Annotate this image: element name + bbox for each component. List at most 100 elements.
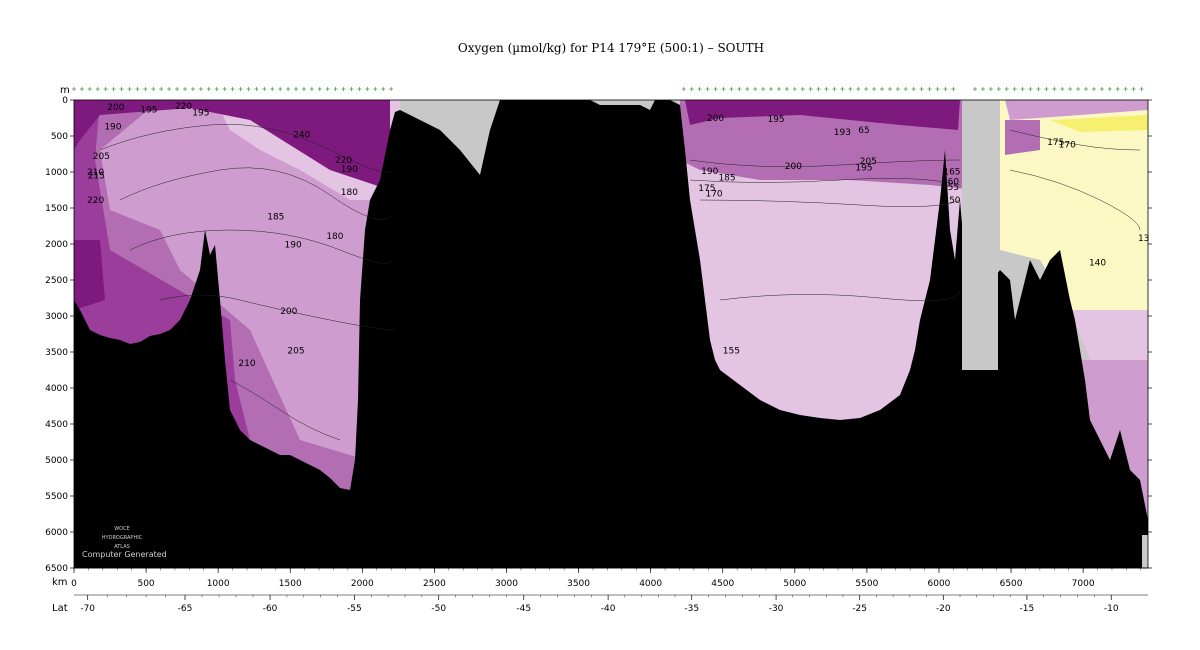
watermark-line2: HYDROGRAPHIC bbox=[102, 535, 143, 541]
y-axis-label: m bbox=[60, 85, 70, 96]
contour-label: 195 bbox=[767, 115, 784, 125]
contour-label: 200 bbox=[785, 162, 802, 172]
lat-axis-label: Lat bbox=[52, 603, 68, 614]
lat-tick-label: -55 bbox=[347, 604, 362, 614]
contour-label: 165 bbox=[943, 168, 960, 178]
lat-tick-label: -45 bbox=[516, 604, 531, 614]
band-east-middepth bbox=[1005, 120, 1040, 155]
contour-label: 220 bbox=[175, 102, 192, 112]
lat-tick-label: -25 bbox=[852, 604, 867, 614]
y-tick-label: 3500 bbox=[45, 348, 68, 358]
x-tick-label: 0 bbox=[71, 579, 77, 589]
contour-label: 170 bbox=[705, 190, 722, 200]
contour-label: 210 bbox=[238, 359, 255, 369]
contour-label: 155 bbox=[942, 183, 959, 193]
contour-label: 65 bbox=[858, 126, 869, 136]
contour-label: 200 bbox=[107, 103, 124, 113]
contour-label: 185 bbox=[267, 213, 284, 223]
y-tick-label: 4000 bbox=[45, 384, 68, 394]
chart-title: Oxygen (µmol/kg) for P14 179°E (500:1) –… bbox=[457, 41, 765, 55]
lat-tick-label: -40 bbox=[601, 604, 616, 614]
y-tick-label: 5000 bbox=[45, 456, 68, 466]
contour-label: 195 bbox=[855, 164, 872, 174]
x-tick-label: 1000 bbox=[207, 579, 230, 589]
lat-tick-label: -20 bbox=[936, 604, 951, 614]
contour-label: 160 bbox=[942, 177, 959, 187]
contour-label: 190 bbox=[285, 241, 302, 251]
contour-label: 210 bbox=[87, 168, 104, 178]
y-tick-label: 2000 bbox=[45, 240, 68, 250]
contour-label: 205 bbox=[93, 152, 110, 162]
lat-tick-label: -35 bbox=[684, 604, 699, 614]
contour-lines bbox=[99, 124, 1141, 441]
band-surface-rich bbox=[74, 100, 390, 190]
contour-label: 240 bbox=[293, 131, 310, 141]
y-tick-label: 1500 bbox=[45, 204, 68, 214]
contour-label: 193 bbox=[834, 128, 851, 138]
contour-label: 175 bbox=[1047, 138, 1064, 148]
contour-label: 170 bbox=[1059, 141, 1076, 151]
gap-east-1 bbox=[962, 100, 998, 370]
lat-tick-label: -65 bbox=[178, 604, 193, 614]
station-markers bbox=[72, 87, 1144, 91]
gap-east-2 bbox=[1142, 535, 1148, 568]
lat-tick-label: -30 bbox=[769, 604, 784, 614]
watermark-line1: WOCE bbox=[114, 526, 130, 532]
watermark-line3: ATLAS bbox=[114, 544, 130, 550]
y-tick-label: 1000 bbox=[45, 168, 68, 178]
y-tick-label: 6500 bbox=[45, 564, 68, 574]
lat-axis: -70 -65 -60 -55 -50 -45 -40 -35 -30 -25 -20 -15 -10 bbox=[74, 594, 1148, 614]
contour-label: 200 bbox=[707, 114, 724, 124]
contour-label: 180 bbox=[341, 188, 358, 198]
contour-label: 13 bbox=[1138, 234, 1149, 244]
x-tick-label: 4000 bbox=[639, 579, 662, 589]
x-axis-label: km bbox=[52, 577, 68, 588]
y-tick-label: 2500 bbox=[45, 276, 68, 286]
y-tick-label: 6000 bbox=[45, 528, 68, 538]
x-tick-label: 4500 bbox=[711, 579, 734, 589]
watermark: WOCE HYDROGRAPHIC ATLAS Computer Generat… bbox=[82, 526, 167, 559]
y-axis: 0 500 1000 1500 2000 2500 3000 3500 4000 4500 5000… bbox=[45, 96, 1152, 574]
x-tick-label: 5000 bbox=[783, 579, 806, 589]
contour-label: 190 bbox=[701, 167, 718, 177]
contour-label: 180 bbox=[326, 232, 343, 242]
band-east-surface bbox=[1005, 100, 1148, 120]
lat-tick-label: -10 bbox=[1104, 604, 1119, 614]
band-upper bbox=[100, 100, 400, 470]
contour-label: 205 bbox=[860, 157, 877, 167]
lat-tick-label: -70 bbox=[80, 604, 95, 614]
y-tick-label: 500 bbox=[51, 132, 68, 142]
x-tick-label: 2000 bbox=[351, 579, 374, 589]
watermark-line4: Computer Generated bbox=[82, 550, 167, 559]
x-tick-label: 6000 bbox=[928, 579, 951, 589]
y-tick-label: 5500 bbox=[45, 492, 68, 502]
contour-label: 220 bbox=[87, 196, 104, 206]
x-tick-label: 500 bbox=[137, 579, 154, 589]
x-tick-label: 6500 bbox=[1000, 579, 1023, 589]
contour-label: 155 bbox=[723, 347, 740, 357]
lat-tick-label: -15 bbox=[1020, 604, 1035, 614]
contour-label: 190 bbox=[341, 165, 358, 175]
seafloor bbox=[74, 100, 1148, 568]
contour-label: 185 bbox=[718, 173, 735, 183]
contour-labels: 200 195 2201951902052102152202402201901801… bbox=[87, 102, 1149, 369]
contour-label: 220 bbox=[335, 156, 352, 166]
x-tick-label: 7000 bbox=[1072, 579, 1095, 589]
contour-label: 175 bbox=[698, 184, 715, 194]
contour-label: 150 bbox=[943, 196, 960, 206]
contour-label: 205 bbox=[287, 347, 304, 357]
contour-label: 195 bbox=[140, 105, 157, 115]
x-tick-label: 3000 bbox=[495, 579, 518, 589]
contour-label: 200 bbox=[280, 307, 297, 317]
lat-tick-label: -60 bbox=[263, 604, 278, 614]
x-axis: 0 500 1000 1500 2000 2500 3000 3500 4000 4500 5000… bbox=[71, 567, 1148, 589]
contour-label: 140 bbox=[1089, 259, 1106, 269]
band-east-low bbox=[1000, 100, 1148, 320]
y-tick-label: 3000 bbox=[45, 312, 68, 322]
x-tick-label: 1500 bbox=[279, 579, 302, 589]
y-tick-label: 4500 bbox=[45, 420, 68, 430]
band-central-surface bbox=[685, 100, 960, 130]
contour-label: 215 bbox=[88, 172, 105, 182]
band-deep-margin bbox=[74, 240, 105, 310]
